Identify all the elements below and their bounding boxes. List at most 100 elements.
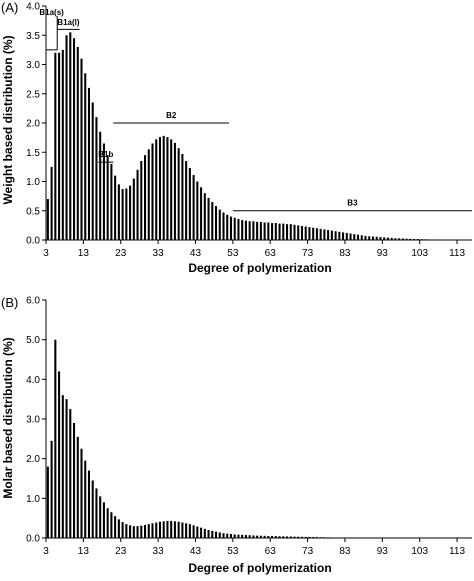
panel-b-bar — [114, 516, 116, 538]
panel-b-bar — [151, 523, 153, 538]
panel-a-bar — [58, 53, 60, 240]
panel-a-y-tick-label: 1.5 — [26, 148, 40, 159]
panel-a-bar — [368, 236, 370, 240]
panel-a-bar — [163, 136, 165, 240]
panel-b-bar — [144, 525, 146, 538]
panel-a-x-tick-label: 93 — [377, 248, 389, 259]
panel-b-y-tick-label: 5.0 — [26, 335, 40, 346]
panel-a-y-tick-label: 2.5 — [26, 89, 40, 100]
panel-a-x-tick-label: 83 — [339, 248, 351, 259]
panel-a-bar — [234, 218, 236, 240]
panel-b-x-tick-label: 93 — [377, 546, 389, 557]
panel-a-bar — [282, 224, 284, 240]
panel-a-bar — [357, 235, 359, 240]
panel-a-bar — [125, 189, 127, 240]
panel-b-bar — [166, 521, 168, 538]
panel-a-bar — [279, 224, 281, 240]
panel-a-bar — [133, 179, 135, 240]
panel-a-bar — [252, 221, 254, 240]
panel-a-bar — [301, 226, 303, 240]
panel-a-y-tick-label: 3.5 — [26, 31, 40, 42]
panel-b-bar — [95, 488, 97, 538]
panel-a-bar — [110, 164, 112, 240]
panel-b-bar — [170, 521, 172, 538]
panel-a-annotation-label: B3 — [347, 199, 358, 208]
panel-b-bar — [200, 528, 202, 538]
panel-b-y-tick-label: 4.0 — [26, 375, 40, 386]
panel-a-annotation-label: B2 — [166, 111, 177, 120]
panel-b-bar — [181, 523, 183, 538]
panel-a-bar — [54, 53, 56, 240]
panel-a-letter: (A) — [1, 0, 18, 15]
panel-a-bar — [372, 236, 374, 240]
panel-b-bar — [230, 534, 232, 538]
panel-a-bar — [364, 236, 366, 240]
panel-a-bar — [62, 50, 64, 240]
panel-a-annotation-label: B1b — [98, 150, 113, 159]
panel-b-bar — [189, 524, 191, 538]
panel-b-y-tick-label: 0.0 — [26, 534, 40, 545]
panel-a-xlabel: Degree of polymerization — [188, 261, 331, 275]
panel-a-bar — [320, 229, 322, 240]
panel-b-x-tick-label: 83 — [339, 546, 351, 557]
panel-a-bar — [80, 59, 82, 240]
panel-a-x-tick-label: 43 — [190, 248, 202, 259]
panel-b-bar — [196, 527, 198, 539]
panel-a-bar — [181, 154, 183, 240]
panel-a-bar — [293, 225, 295, 240]
panel-a-bar — [88, 88, 90, 240]
panel-a-bar — [353, 234, 355, 240]
panel-a-bar — [196, 182, 198, 241]
panel-a-bar — [346, 233, 348, 240]
panel-b-letter: (B) — [1, 295, 18, 310]
panel-a-bar — [226, 215, 228, 240]
panel-a-bar — [264, 222, 266, 240]
panel-a-x-tick-label: 63 — [265, 248, 277, 259]
panel-a-bar — [245, 221, 247, 240]
panel-a-bar — [297, 225, 299, 240]
panel-b-bar — [88, 471, 90, 538]
panel-a-x-tick-label: 3 — [43, 248, 49, 259]
panel-b-bar — [99, 496, 101, 538]
panel-b-ylabel: Molar based distribution (%) — [1, 337, 15, 498]
panel-a-bar — [241, 220, 243, 240]
panel-a-bar — [219, 210, 221, 240]
panel-a-annotation-label: B1a(s) — [39, 8, 64, 17]
panel-a-y-tick-label: 2.0 — [26, 119, 40, 130]
panel-b-x-tick-label: 53 — [227, 546, 239, 557]
panel-b-bar — [163, 521, 165, 538]
panel-a-bar — [129, 186, 131, 240]
panel-a-bar — [92, 103, 94, 240]
panel-b-bar — [103, 502, 105, 538]
panel-b-x-tick-label: 103 — [411, 546, 428, 557]
panel-a-bar — [215, 206, 217, 240]
panel-a-bar — [290, 224, 292, 240]
panel-a-bar — [312, 228, 314, 240]
panel-b-x-tick-label: 13 — [78, 546, 90, 557]
panel-a-bar — [174, 143, 176, 240]
panel-b-y-tick-label: 6.0 — [26, 296, 40, 307]
panel-a-y-tick-label: 1.0 — [26, 177, 40, 188]
panel-a-bar — [271, 223, 273, 240]
panel-a-bar — [114, 176, 116, 240]
panel-a-bar — [95, 117, 97, 240]
panel-a-bar — [166, 137, 168, 240]
panel-a-bar — [316, 228, 318, 240]
panel-b-bar — [125, 524, 127, 538]
panel-b-bar — [129, 525, 131, 538]
panel-a-bar — [327, 230, 329, 240]
panel-b-bar — [69, 409, 71, 538]
panel-a-bar — [200, 187, 202, 240]
panel-a-bar — [84, 73, 86, 240]
panel-a-x-tick-label: 113 — [449, 248, 465, 259]
panel-b-bar — [155, 523, 157, 538]
panel-b-bar — [110, 512, 112, 538]
panel-b-bar — [51, 441, 53, 538]
panel-a-bar — [208, 198, 210, 240]
panel-b-bar — [211, 531, 213, 538]
panel-b-bar — [84, 461, 86, 538]
panel-a-bar — [107, 155, 109, 240]
panel-a-bar — [335, 231, 337, 240]
panel-a-x-tick-label: 33 — [153, 248, 165, 259]
panel-a-bar — [159, 137, 161, 240]
